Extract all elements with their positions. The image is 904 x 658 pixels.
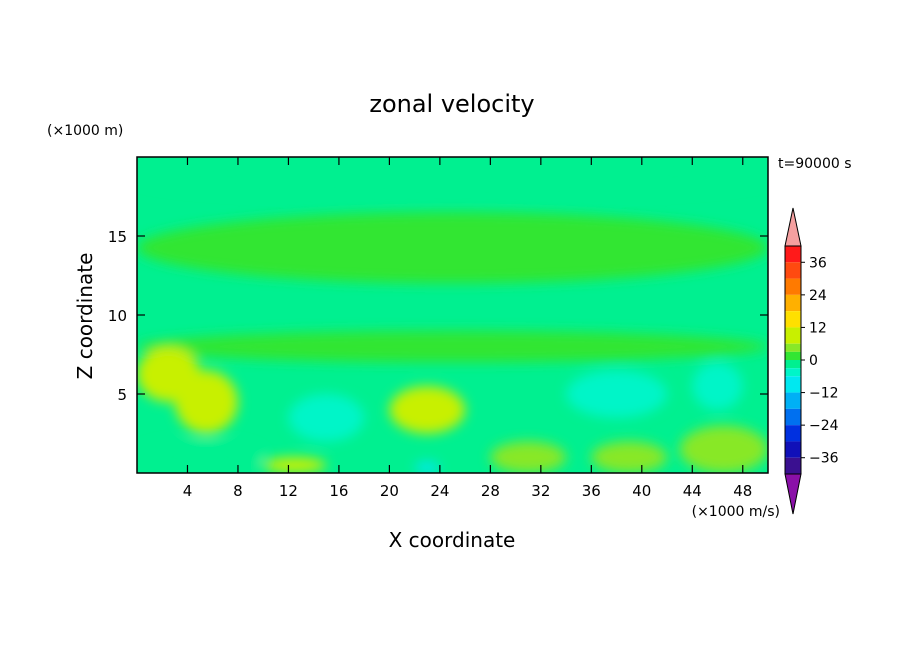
contour-patch [692, 362, 743, 410]
x-tick-label: 40 [632, 482, 651, 500]
colorbar-label: 36 [809, 255, 827, 271]
x-axis-label: X coordinate [389, 528, 516, 552]
x-tick-label: 12 [279, 482, 298, 500]
chart-title: zonal velocity [369, 90, 534, 118]
colorbar-swatch [785, 343, 801, 352]
contour-patch [137, 441, 264, 473]
colorbar-swatch [785, 351, 801, 360]
colorbar-swatch [785, 376, 801, 393]
x-tick-label: 16 [329, 482, 348, 500]
colorbar-swatch [785, 311, 801, 328]
colorbar-swatch [785, 278, 801, 295]
contour-patch [389, 386, 466, 434]
x-tick-label: 4 [183, 482, 193, 500]
contour-patch [679, 425, 768, 473]
colorbar-label: −24 [809, 418, 839, 434]
x-tick-label: 36 [582, 482, 601, 500]
contour-patch [137, 157, 768, 197]
x-tick-label: 24 [430, 482, 449, 500]
colorbar-swatch [785, 408, 801, 426]
contour-patch [591, 441, 668, 473]
colorbar: 36 24 12 0 −12 −24 −36 [784, 207, 839, 515]
colorbar-swatch [785, 246, 801, 263]
colorbar-label: 12 [809, 320, 827, 336]
colorbar-swatch [785, 441, 801, 458]
colorbar-label: −36 [809, 451, 839, 467]
x-tick-label: 32 [531, 482, 550, 500]
x-tick-label: 44 [683, 482, 702, 500]
colorbar-swatch [785, 327, 801, 344]
contour-patch [137, 330, 768, 363]
colorbar-label: 0 [809, 353, 818, 369]
contour-patch [414, 461, 440, 473]
contour-patch [137, 212, 768, 284]
contour-patch [263, 457, 327, 473]
y-tick-label: 15 [108, 228, 127, 246]
colorbar-swatch [785, 368, 801, 377]
y-axis-label: Z coordinate [73, 253, 97, 380]
x-axis-ticks: 4 8 12 16 20 24 28 32 36 40 44 48 [183, 157, 752, 500]
x-unit-label: (×1000 m/s) [692, 504, 780, 520]
plot-area [137, 157, 768, 473]
colorbar-label: −12 [809, 386, 839, 402]
contour-patch [490, 441, 567, 473]
time-label: t=90000 s [778, 156, 852, 172]
y-unit-label: (×1000 m) [47, 123, 123, 139]
contour-patch [288, 394, 365, 442]
x-tick-label: 8 [233, 482, 243, 500]
colorbar-swatch [785, 294, 801, 312]
x-tick-label: 48 [733, 482, 752, 500]
colorbar-under-arrow [784, 473, 802, 515]
colorbar-swatch [785, 262, 801, 279]
x-tick-label: 20 [380, 482, 399, 500]
y-tick-label: 5 [117, 386, 127, 404]
x-tick-label: 28 [481, 482, 500, 500]
y-tick-label: 10 [108, 307, 127, 325]
contour-field [137, 157, 768, 473]
contour-patch [174, 370, 238, 434]
colorbar-label: 24 [809, 288, 827, 304]
colorbar-swatch [785, 457, 801, 474]
colorbar-over-arrow [784, 207, 802, 247]
contour-patch [566, 370, 668, 418]
colorbar-swatch [785, 392, 801, 409]
colorbar-swatch [785, 425, 801, 442]
colorbar-swatch [785, 360, 801, 369]
y-axis-ticks: 5 10 15 [108, 228, 768, 404]
